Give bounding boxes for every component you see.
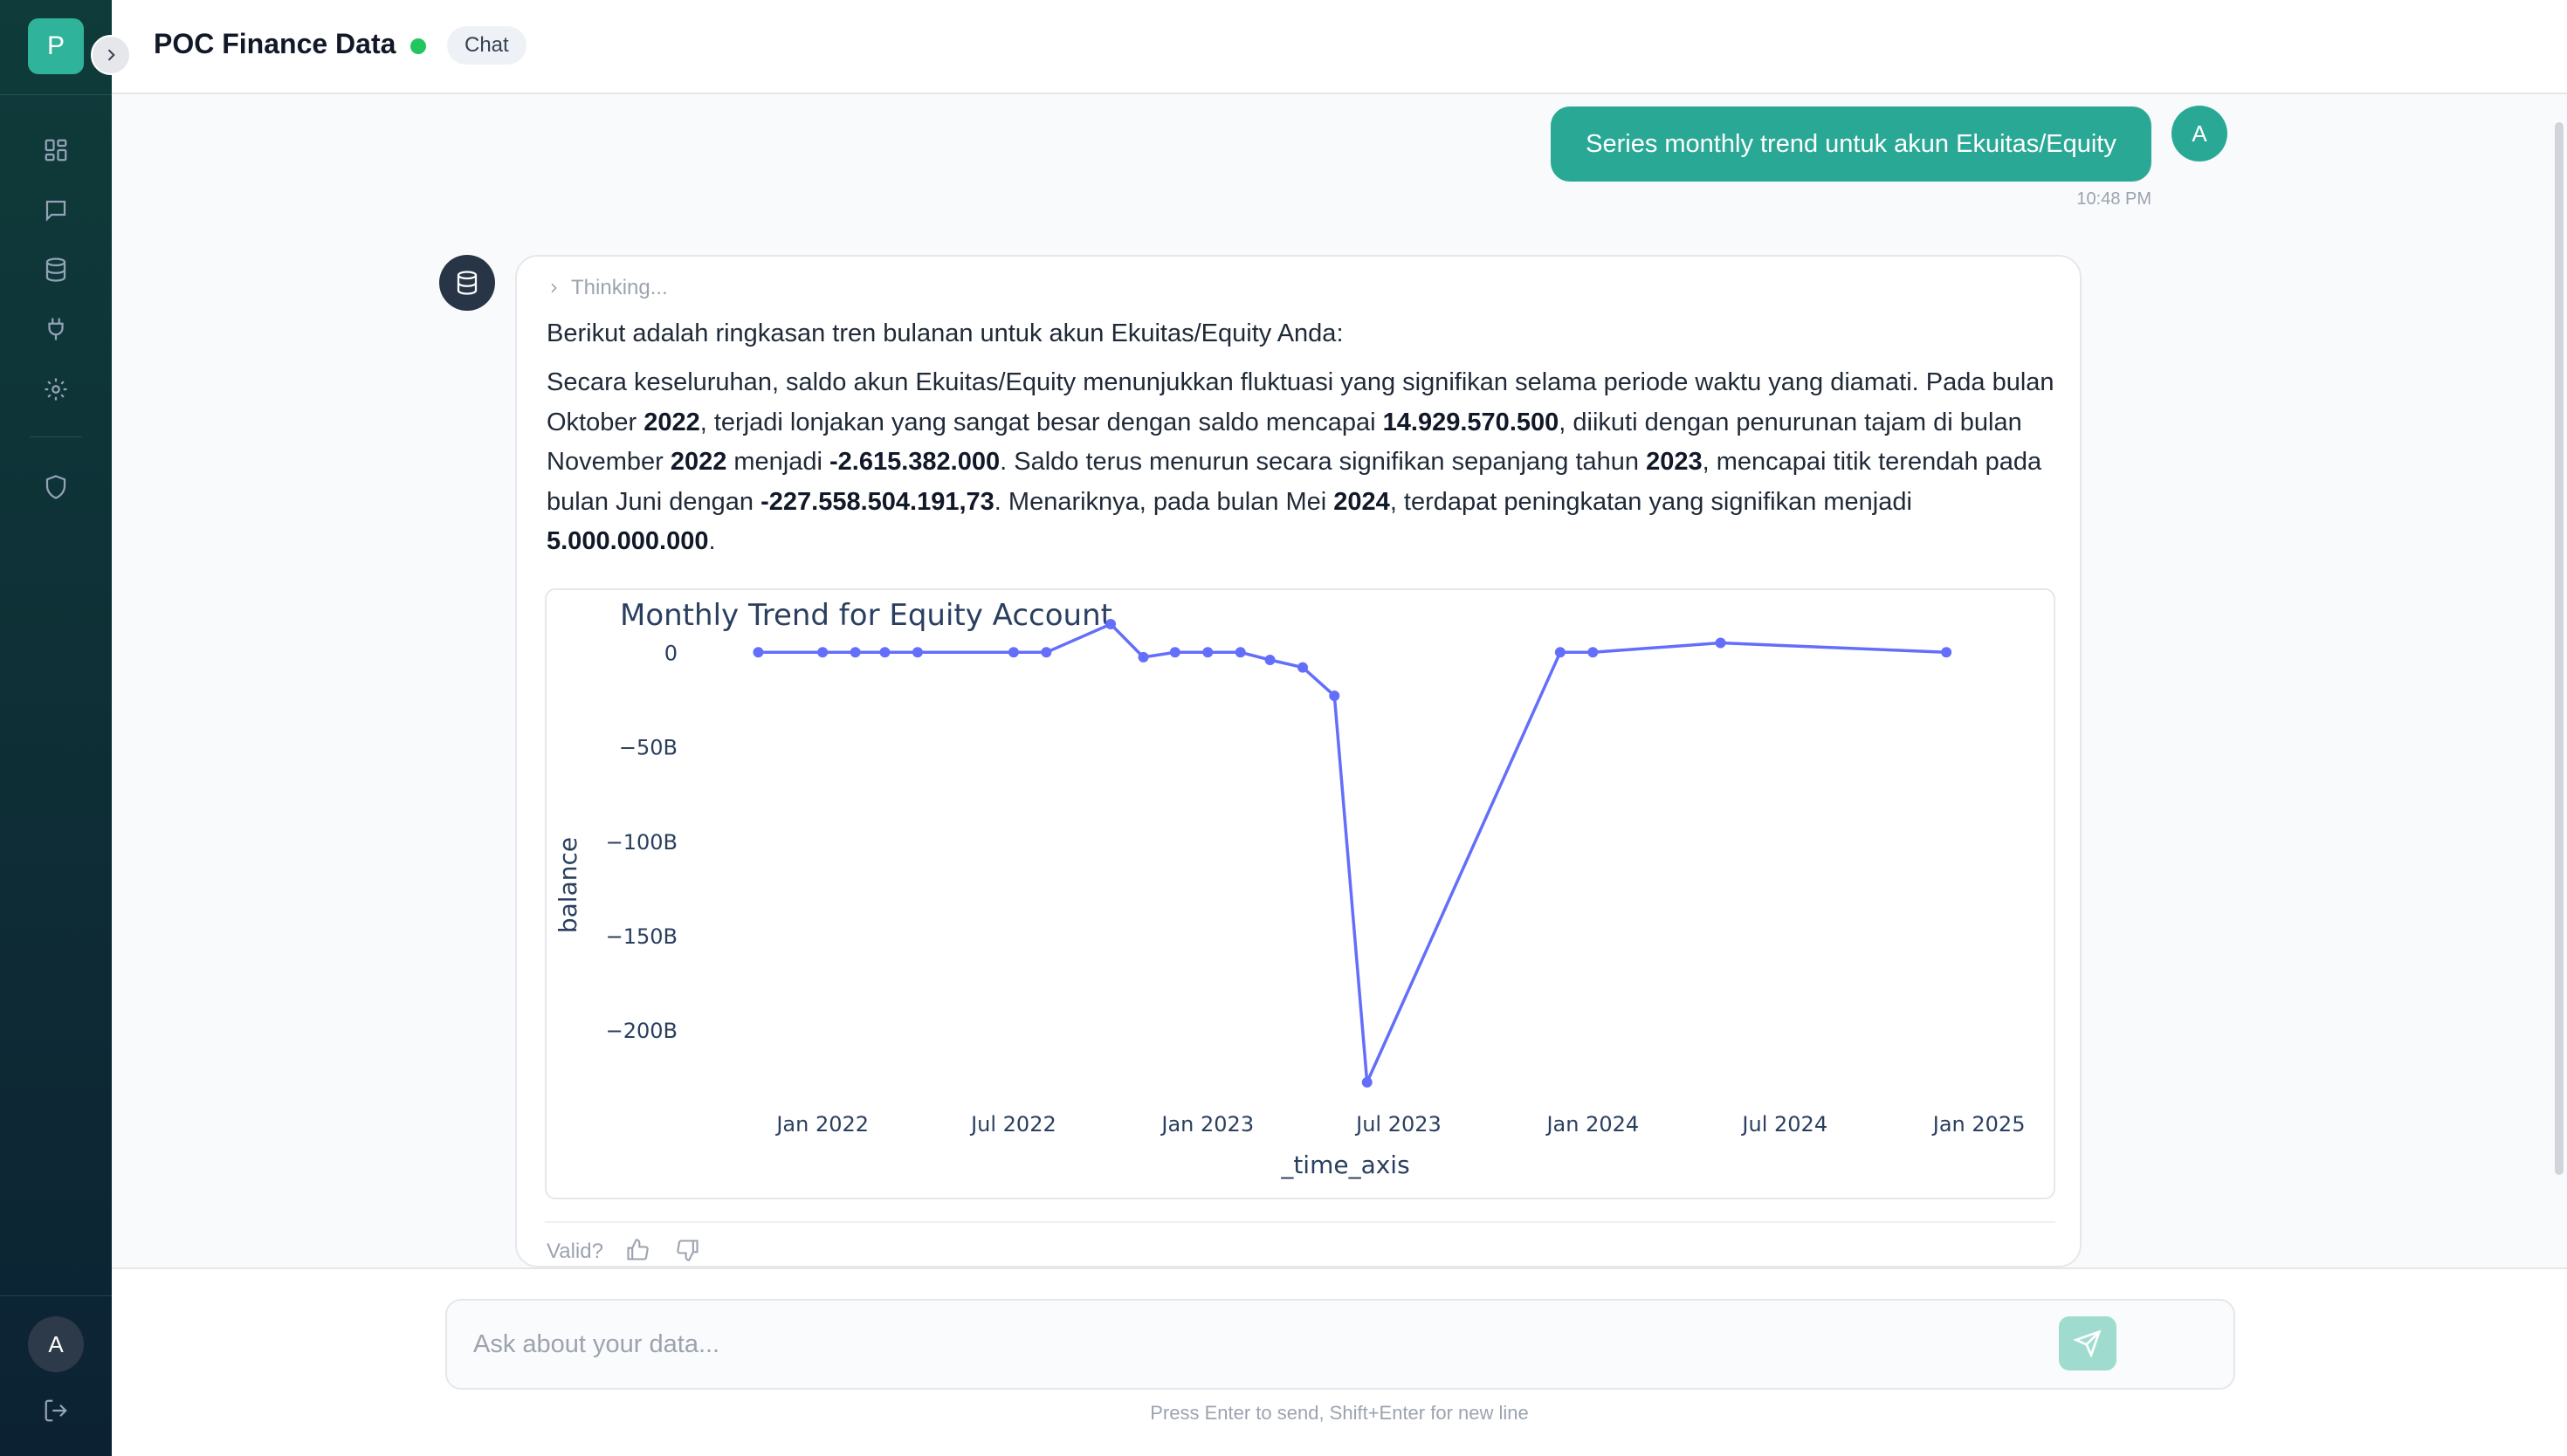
x-tick-label: Jan 2023 xyxy=(1160,1112,1254,1137)
thinking-toggle[interactable]: Thinking... xyxy=(547,276,668,300)
summary-highlight: -227.558.504.191,73 xyxy=(760,487,994,516)
summary-text: . Saldo terus menurun secara signifikan … xyxy=(1000,448,1647,476)
summary-highlight: 14.929.570.500 xyxy=(1382,408,1559,436)
data-point xyxy=(1202,647,1214,658)
chart-title: Monthly Trend for Equity Account xyxy=(620,598,1112,633)
series-line xyxy=(758,622,1947,1084)
data-point xyxy=(1105,618,1117,629)
page-title: POC Finance Data xyxy=(154,28,396,59)
user-message-bubble: Series monthly trend untuk akun Ekuitas/… xyxy=(1551,106,2151,182)
summary-text: , diikuti dengan penurunan tajam di bula… xyxy=(547,408,2022,477)
summary-highlight: 2022 xyxy=(643,408,700,436)
thumbs-down-button[interactable] xyxy=(672,1234,704,1266)
data-point xyxy=(879,647,891,658)
database-icon xyxy=(457,271,478,295)
summary-highlight: 2023 xyxy=(1646,448,1703,476)
chevron-right-icon xyxy=(107,49,115,61)
composer-hint: Press Enter to send, Shift+Enter for new… xyxy=(1150,1402,1529,1424)
sidebar-divider xyxy=(0,1295,112,1296)
data-point xyxy=(1941,647,1952,658)
summary-text: Secara keseluruhan, saldo akun Ekuitas/E… xyxy=(547,368,2054,436)
data-point xyxy=(912,647,923,658)
data-point xyxy=(850,647,861,658)
summary-text: . xyxy=(708,527,716,555)
data-point xyxy=(1297,662,1309,673)
valid-label: Valid? xyxy=(547,1240,603,1263)
x-tick-label: Jul 2024 xyxy=(1740,1112,1827,1137)
header: POC Finance Data Chat xyxy=(112,0,2567,94)
chevron-right-icon xyxy=(551,283,557,293)
assistant-intro-text: Berikut adalah ringkasan tren bulanan un… xyxy=(547,319,1344,347)
app-logo[interactable]: P xyxy=(28,18,84,74)
y-tick-label: −200B xyxy=(606,1019,678,1043)
dashboard-icon[interactable] xyxy=(37,131,75,169)
sidebar-toggle-button[interactable] xyxy=(91,35,131,75)
user-message-avatar: A xyxy=(2171,106,2227,161)
sidebar-divider xyxy=(30,436,82,437)
data-point xyxy=(1361,1076,1373,1088)
chart-container: Monthly Trend for Equity Account 0 −50B −10… xyxy=(545,588,2055,1199)
data-point xyxy=(1169,647,1180,658)
x-tick-label: Jul 2022 xyxy=(969,1112,1056,1137)
summary-highlight: -2.615.382.000 xyxy=(829,448,1001,476)
shield-icon[interactable] xyxy=(37,468,75,506)
y-axis-label: balance xyxy=(554,837,582,933)
status-indicator xyxy=(410,38,426,54)
data-point xyxy=(1587,647,1599,658)
x-tick-label: Jan 2025 xyxy=(1931,1112,2026,1137)
y-tick-label: −50B xyxy=(619,736,678,760)
data-point xyxy=(1235,647,1246,658)
x-axis-label: _time_axis xyxy=(1280,1150,1409,1179)
x-tick-label: Jan 2022 xyxy=(774,1112,869,1137)
chat-badge: Chat xyxy=(447,26,526,65)
thumbs-up-icon xyxy=(627,1239,649,1260)
assistant-avatar xyxy=(439,255,495,311)
data-point xyxy=(817,647,829,658)
gear-icon[interactable] xyxy=(37,370,75,409)
data-point xyxy=(1008,647,1019,658)
assistant-summary-paragraph: Secara keseluruhan, saldo akun Ekuitas/E… xyxy=(547,363,2057,562)
chat-input-wrapper xyxy=(445,1299,2235,1390)
summary-text: , terdapat peningkatan yang signifikan m… xyxy=(1389,487,1912,516)
sidebar-divider xyxy=(0,94,112,95)
thumbs-up-button[interactable] xyxy=(622,1234,653,1266)
summary-text: , terjadi lonjakan yang sangat besar den… xyxy=(699,408,1383,436)
data-point xyxy=(1264,654,1276,665)
y-tick-label: 0 xyxy=(664,641,678,665)
summary-highlight: 2022 xyxy=(670,448,727,476)
composer-area: Press Enter to send, Shift+Enter for new… xyxy=(112,1267,2567,1456)
data-point xyxy=(1138,651,1149,663)
logout-icon[interactable] xyxy=(37,1391,75,1430)
chat-input[interactable] xyxy=(473,1320,2132,1369)
summary-highlight: 5.000.000.000 xyxy=(547,527,709,555)
data-point xyxy=(1329,690,1340,702)
sidebar: P A xyxy=(0,0,112,1456)
summary-text: , mencapai titik terendah pada bulan Jun… xyxy=(547,448,2042,516)
summary-text: menjadi xyxy=(726,448,830,476)
send-button[interactable] xyxy=(2059,1316,2116,1370)
line-chart: Monthly Trend for Equity Account 0 −50B −10… xyxy=(554,598,2026,1179)
plug-icon[interactable] xyxy=(37,310,75,348)
x-tick-label: Jul 2023 xyxy=(1354,1112,1442,1137)
data-point xyxy=(753,647,764,658)
summary-text: . Menariknya, pada bulan Mei xyxy=(994,487,1334,516)
data-point xyxy=(1554,647,1566,658)
assistant-message-card: Thinking... Berikut adalah ringkasan tre… xyxy=(515,255,2082,1267)
thumbs-down-icon xyxy=(677,1240,699,1261)
thinking-label: Thinking... xyxy=(571,276,668,299)
data-point xyxy=(1041,647,1052,658)
y-tick-label: −150B xyxy=(606,924,678,949)
database-icon[interactable] xyxy=(37,251,75,289)
chat-icon[interactable] xyxy=(37,191,75,230)
scrollbar[interactable] xyxy=(2555,122,2564,1175)
user-avatar[interactable]: A xyxy=(28,1316,84,1372)
summary-highlight: 2024 xyxy=(1333,487,1390,516)
message-timestamp: 10:48 PM xyxy=(2076,189,2151,209)
feedback-divider xyxy=(545,1221,2055,1223)
send-icon xyxy=(2074,1329,2102,1357)
x-tick-label: Jan 2024 xyxy=(1545,1112,1639,1137)
y-tick-label: −100B xyxy=(606,830,678,855)
data-point xyxy=(1715,637,1726,649)
